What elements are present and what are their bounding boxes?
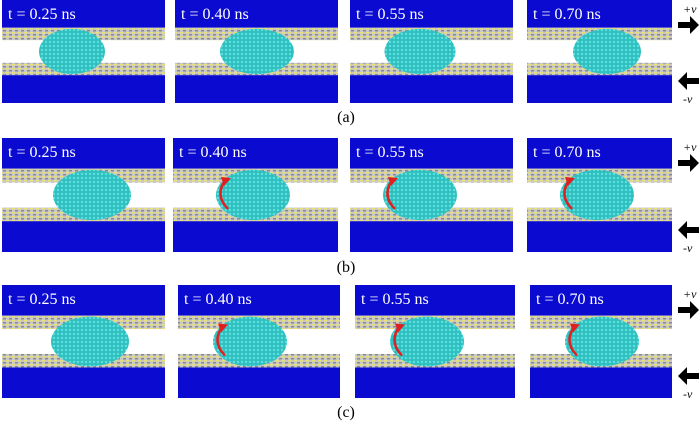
top-wall (527, 138, 672, 169)
time-label: t = 0.70 ns (533, 144, 601, 161)
left-arrow (678, 72, 699, 90)
top-wall (2, 0, 165, 28)
snapshot: t = 0.70 ns (527, 0, 672, 103)
plus-v-label: +v (683, 140, 697, 154)
particle (220, 28, 294, 75)
bottom-wall (527, 75, 672, 103)
bottom-wall (178, 367, 340, 398)
bottom-wall (350, 75, 513, 103)
bottom-wall (527, 221, 672, 252)
arrow-head (395, 323, 405, 333)
top-wall (2, 138, 165, 169)
top-wall (355, 285, 515, 316)
bottom-wall (530, 367, 672, 398)
top-wall (350, 138, 513, 169)
particle (383, 169, 457, 221)
snapshot: t = 0.40 ns (175, 0, 338, 103)
arrow-head (221, 177, 231, 186)
bottom-wall (2, 75, 165, 103)
snapshot: t = 0.70 ns (530, 285, 672, 398)
bottom-wall (175, 75, 338, 103)
bottom-wall (355, 367, 515, 398)
plus-v-label: +v (683, 2, 697, 16)
time-label: t = 0.55 ns (361, 291, 429, 308)
bottom-wall (173, 221, 338, 252)
panel-label: (b) (337, 259, 356, 276)
top-wall (178, 285, 340, 316)
time-label: t = 0.70 ns (536, 291, 604, 308)
snapshot: t = 0.55 ns (355, 285, 515, 398)
snapshot: t = 0.40 ns (178, 285, 340, 398)
snapshot: t = 0.55 ns (350, 138, 513, 252)
snapshot: t = 0.25 ns (2, 285, 165, 398)
left-arrow (678, 221, 699, 239)
time-label: t = 0.55 ns (356, 6, 424, 23)
time-label: t = 0.25 ns (8, 6, 76, 23)
particle (39, 28, 105, 75)
panel-label: (a) (337, 109, 355, 126)
particle (573, 28, 641, 75)
top-wall (175, 0, 338, 28)
top-wall (350, 0, 513, 28)
snapshot: t = 0.55 ns (350, 0, 513, 103)
arrow-head (218, 323, 228, 333)
time-label: t = 0.25 ns (8, 291, 76, 308)
minus-v-label: -v (683, 92, 693, 106)
arrow-head (570, 323, 580, 333)
particle (213, 316, 287, 367)
minus-v-label: -v (683, 387, 693, 401)
bottom-wall (2, 221, 165, 252)
top-wall (527, 0, 672, 28)
time-label: t = 0.40 ns (179, 144, 247, 161)
time-label: t = 0.40 ns (184, 291, 252, 308)
left-arrow (678, 367, 699, 385)
arrow-head (388, 177, 398, 186)
time-label: t = 0.55 ns (356, 144, 424, 161)
snapshot: t = 0.25 ns (2, 0, 165, 103)
minus-v-label: -v (683, 241, 693, 255)
particle (216, 169, 290, 221)
snapshot: t = 0.70 ns (527, 138, 672, 252)
panel-label: (c) (337, 404, 355, 421)
bottom-wall (350, 221, 513, 252)
particle (560, 169, 634, 221)
top-wall (2, 285, 165, 316)
top-wall (173, 138, 338, 169)
time-label: t = 0.40 ns (181, 6, 249, 23)
particle (390, 316, 464, 367)
top-wall (530, 285, 672, 316)
time-label: t = 0.25 ns (8, 144, 76, 161)
snapshot: t = 0.40 ns (173, 138, 338, 252)
right-arrow (678, 154, 699, 172)
arrow-head (565, 177, 575, 186)
right-arrow (678, 16, 699, 34)
snapshot: t = 0.25 ns (2, 138, 165, 252)
particle (384, 28, 456, 75)
plus-v-label: +v (683, 287, 697, 301)
time-label: t = 0.70 ns (533, 6, 601, 23)
bottom-wall (2, 367, 165, 398)
particle (53, 169, 131, 221)
right-arrow (678, 301, 699, 319)
particle (51, 316, 129, 367)
particle (565, 316, 639, 367)
